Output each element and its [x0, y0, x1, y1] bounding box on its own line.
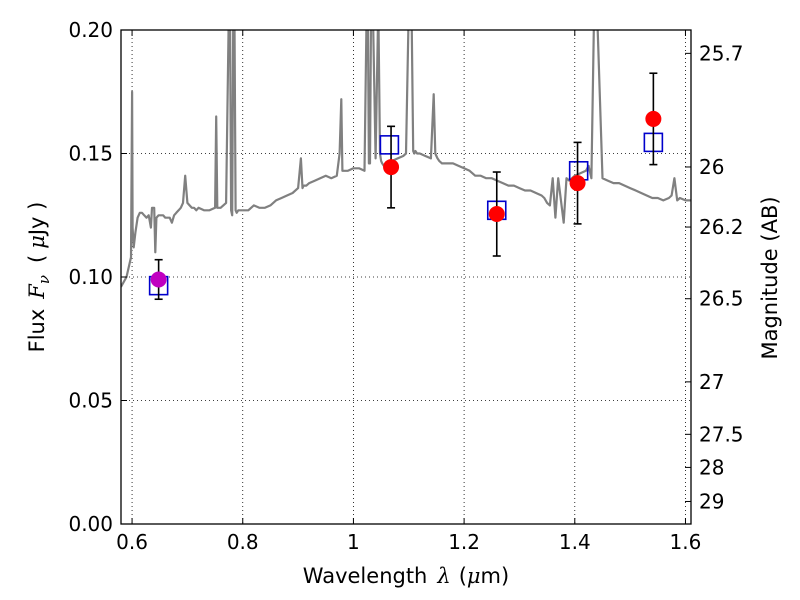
- ticks: 0.6 0.8 1 1.2 1.4 1.6 0.00 0.05 0.10 0.15 0.20 25.7…: [68, 18, 743, 554]
- observed-photometry-point: [569, 175, 586, 192]
- x-tick-label: 0.6: [116, 530, 148, 554]
- x-tick-label: 1.2: [448, 530, 480, 554]
- y-tick-label: 0.00: [68, 512, 113, 536]
- y-tick-label: 0.20: [68, 18, 113, 42]
- y-axis-title-unit-rest: Jy ): [25, 202, 49, 238]
- y2-tick-label: 29: [699, 489, 724, 513]
- observed-photometry-point: [150, 271, 167, 288]
- y2-tick-label: 26.2: [699, 215, 744, 239]
- observed-photometry-point: [645, 110, 662, 127]
- x-tick-label: 1.6: [670, 530, 702, 554]
- y2-tick-label: 27: [699, 370, 724, 394]
- y-axis-title-unit-symbol: μ: [25, 235, 49, 249]
- model-photometry-square: [379, 135, 400, 155]
- observed-photometry-point: [488, 206, 505, 223]
- model-spectrum-layer: [121, 30, 691, 288]
- x-axis-title-symbol: λ: [436, 564, 450, 588]
- y2-tick-label: 27.5: [699, 422, 744, 446]
- y2-tick-label: 25.7: [699, 41, 744, 65]
- y2-tick-label: 28: [699, 455, 724, 479]
- x-tick-label: 1: [347, 530, 360, 554]
- model-spectrum-line: [121, 30, 691, 288]
- x-tick-label: 0.8: [227, 530, 259, 554]
- y-axis-title-prefix: Flux: [25, 309, 49, 353]
- x-tick-label: 1.4: [559, 530, 591, 554]
- x-axis-title-prefix: Wavelength: [303, 564, 428, 588]
- x-axis-title-unit-open: (: [459, 564, 467, 588]
- y-axis-title-symbol: F: [25, 283, 49, 300]
- y-tick-label: 0.10: [68, 265, 113, 289]
- data-points-layer: [148, 72, 664, 301]
- y2-tick-label: 26.5: [699, 287, 744, 311]
- y-tick-label: 0.15: [68, 142, 113, 166]
- x-axis-title-unit-symbol: μ: [467, 564, 481, 588]
- y-tick-label: 0.05: [68, 389, 113, 413]
- y2-axis-title: Magnitude (AB): [758, 196, 782, 359]
- x-axis-title: Wavelength λ (μm): [303, 564, 509, 588]
- observed-photometry-point: [383, 159, 400, 176]
- x-axis-title-unit-rest: m): [481, 564, 510, 588]
- y2-tick-label: 26: [699, 155, 724, 179]
- y-axis-title: Flux Fν ( μJy ): [25, 202, 53, 353]
- y-axis-title-unit-open: (: [25, 255, 49, 263]
- y-axis-title-subscript: ν: [35, 275, 53, 284]
